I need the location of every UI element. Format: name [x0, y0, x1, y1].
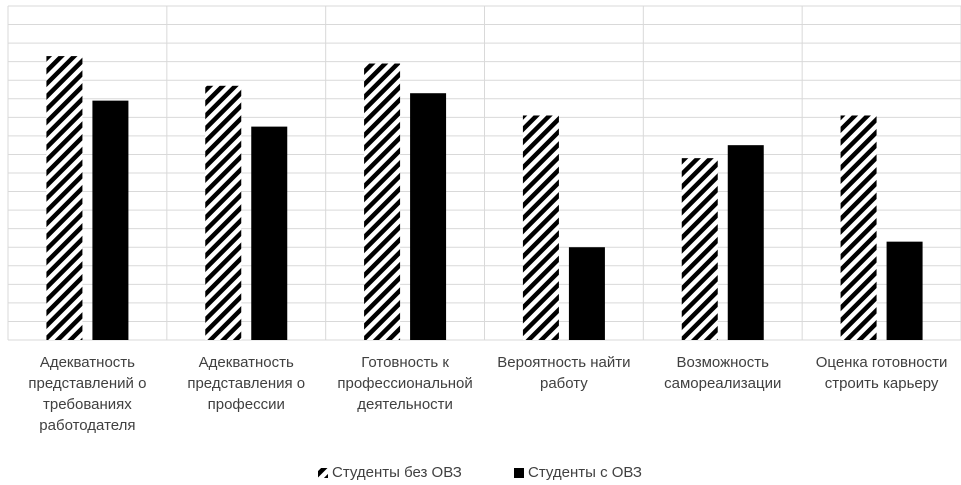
- legend-label: Студенты без ОВЗ: [332, 464, 462, 481]
- legend-label: Студенты с ОВЗ: [528, 464, 642, 481]
- bar: [46, 56, 83, 340]
- bar: [251, 126, 288, 340]
- x-tick-label: Готовность к профессиональной деятельнос…: [337, 354, 473, 413]
- bar: [364, 63, 401, 341]
- x-tick-label: Возможность самореализации: [664, 354, 782, 392]
- x-tick-label: Адекватность представлений о требованиях…: [28, 354, 147, 434]
- legend-marker: [318, 468, 328, 478]
- bar: [568, 247, 605, 340]
- x-tick-label: Адекватность представления о профессии: [187, 354, 306, 413]
- bar: [727, 145, 764, 340]
- bar: [840, 115, 877, 340]
- x-tick-label: Оценка готовности строить карьеру: [815, 354, 948, 392]
- bar: [681, 158, 718, 340]
- bar: [92, 100, 129, 340]
- bar: [205, 85, 242, 341]
- bar: [886, 241, 923, 340]
- bar: [522, 115, 559, 340]
- legend-marker: [514, 468, 524, 478]
- bar: [410, 93, 447, 340]
- x-tick-label: Вероятность найти работу: [497, 354, 631, 392]
